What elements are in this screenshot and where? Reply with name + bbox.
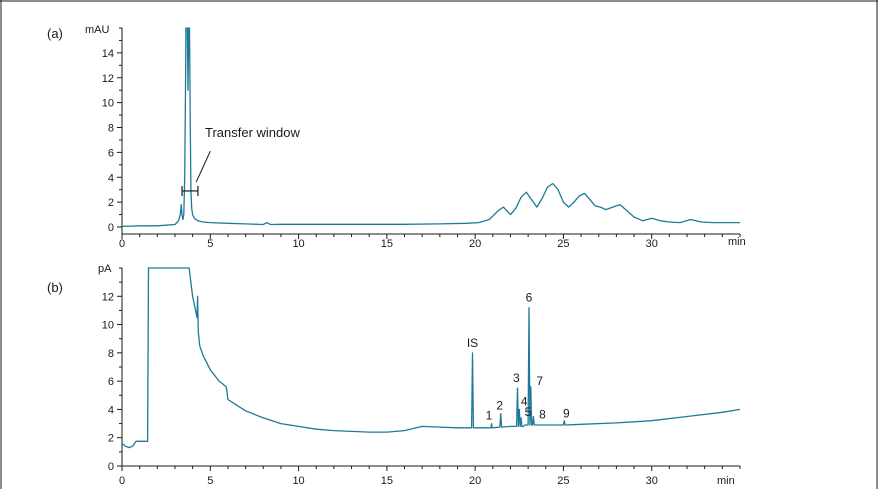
panel-a-y-tick-label: 10 [102,98,114,110]
panel-a-x-tick-label: 5 [207,238,213,250]
panel-a-y-tick-label: 0 [108,222,114,234]
panel-a-y-tick-label: 8 [108,123,114,135]
panel-a-trace [121,27,740,228]
panel-b-x-tick-label: 10 [292,475,304,487]
panel-a: (a) mAU min Transfer window 0 2 4 6 8 10 12 14 0… [47,24,746,250]
panel-a-y-tick-label: 2 [108,197,114,209]
panel-b-trace [121,267,741,449]
panel-a-y-unit: mAU [85,24,110,36]
peak-label-8: 8 [539,408,546,422]
panel-b-x-tick-label: 5 [207,475,213,487]
peak-label-6: 6 [526,291,533,305]
peak-label-3: 3 [513,371,520,385]
peak-label-5: 5 [525,405,532,419]
panel-a-y-tick-label: 12 [102,73,114,85]
panel-b-y-unit: pA [98,263,112,275]
panel-b-label: (b) [47,280,63,295]
panel-a-x-tick-label: 15 [381,238,393,250]
peak-label-4: 4 [521,394,528,408]
panel-b-y-tick-label: 8 [108,348,114,360]
panel-a-x-tick-label: 10 [292,238,304,250]
panel-a-x-tick-label: 20 [469,238,481,250]
panel-a-y-tick-label: 4 [108,172,114,184]
panel-b-x-tick-label: 25 [557,475,569,487]
panel-a-y-tick-label: 6 [108,147,114,159]
panel-a-y-tick-label: 14 [102,48,114,60]
panel-b-x-tick-label: 20 [469,475,481,487]
peak-label-is: IS [467,336,478,350]
panel-b-x-unit: min [717,475,735,487]
panel-a-x-unit: min [728,236,746,248]
panel-a-x-tick-label: 0 [119,238,125,250]
panel-b-x-tick-label: 15 [381,475,393,487]
peak-label-7: 7 [536,374,543,388]
panel-b-y-tick-label: 12 [102,291,114,303]
peak-label-1: 1 [486,409,493,423]
peak-label-9: 9 [563,407,570,421]
peak-label-2: 2 [496,399,503,413]
panel-b-x-tick-label: 30 [646,475,658,487]
panel-b-y-tick-label: 6 [108,376,114,388]
panel-b-y-tick-label: 10 [102,320,114,332]
panel-a-label: (a) [47,26,63,41]
panel-b-x-tick-label: 0 [119,475,125,487]
panel-a-x-tick-label: 25 [557,238,569,250]
transfer-window-leader [195,150,211,183]
panel-a-x-tick-label: 30 [646,238,658,250]
panel-b-y-tick-label: 4 [108,404,114,416]
panel-b-y-tick-label: 2 [108,433,114,445]
panel-b-y-tick-label: 0 [108,461,114,473]
transfer-window-annotation: Transfer window [205,125,300,140]
